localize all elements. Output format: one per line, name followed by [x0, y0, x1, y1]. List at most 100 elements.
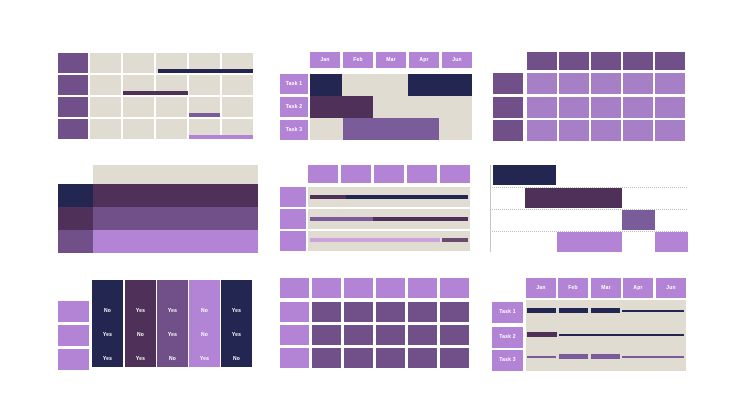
- progress-segment: [373, 217, 468, 221]
- grid-cell: [591, 97, 621, 118]
- grid-cell: [440, 325, 469, 345]
- gantt-bar: [343, 118, 439, 140]
- gantt-bar: [158, 69, 253, 73]
- progress-segment: [310, 217, 373, 221]
- grid-cell: [123, 97, 154, 117]
- matrix-column: [189, 280, 220, 367]
- gantt-line: [622, 310, 684, 312]
- month-cell: Jun: [442, 52, 472, 68]
- grid-cell: [344, 325, 373, 345]
- gantt-lines-thumbnail[interactable]: Jan Feb Mar Apr Jun Task 1 Task 2 Task 3: [490, 278, 688, 371]
- column-header-cell: [440, 165, 470, 183]
- matrix-column: [221, 280, 252, 367]
- simple-table-thumbnail[interactable]: [280, 278, 470, 368]
- column-header-cell: [312, 278, 341, 298]
- grid-cell: [376, 325, 405, 345]
- band: [93, 207, 258, 230]
- matrix-value: Yes: [199, 356, 210, 362]
- grid-cell: [655, 73, 685, 94]
- grid-cell: [156, 119, 187, 139]
- matrix-column: [125, 280, 156, 367]
- task-cell: Task 2: [492, 327, 523, 348]
- band: [93, 230, 258, 253]
- matrix-value: Yes: [135, 308, 146, 314]
- row-header-cell: [58, 97, 88, 117]
- row-header-cell: [58, 349, 89, 370]
- matrix-value: Yes: [135, 356, 146, 362]
- matrix-value: No: [168, 356, 177, 362]
- grid-cell: [222, 119, 253, 139]
- matrix-value: Yes: [231, 332, 242, 338]
- gantt-line: [559, 334, 684, 336]
- grid-cell: [559, 97, 589, 118]
- row-header-cell: [493, 97, 523, 118]
- gantt-line: [527, 356, 556, 358]
- gantt-bar: [527, 332, 557, 337]
- grid-cell: [156, 53, 187, 73]
- month-cell: Mar: [591, 278, 621, 298]
- grid-cell: [408, 325, 437, 345]
- month-cell: Jan: [310, 52, 340, 68]
- grid-cell: [527, 97, 557, 118]
- band: [93, 184, 258, 207]
- grid-cell: [90, 75, 121, 95]
- month-cell: Feb: [343, 52, 373, 68]
- row-header-cell: [280, 187, 306, 207]
- progress-segment: [310, 238, 440, 242]
- band-head: [58, 207, 93, 230]
- matrix-value: Yes: [167, 308, 178, 314]
- grid-cell: [623, 97, 653, 118]
- gantt-bar: [189, 135, 253, 139]
- grid-cell: [623, 120, 653, 141]
- matrix-column: [92, 280, 123, 367]
- yes-no-matrix-thumbnail[interactable]: No Yes Yes Yes No Yes Yes Yes No No No Yes Yes Yes No: [58, 280, 258, 370]
- gantt-bar: [622, 210, 655, 230]
- matrix-value: No: [136, 332, 145, 338]
- gantt-bar: [310, 74, 342, 96]
- table-header-thumbnail[interactable]: [490, 52, 688, 141]
- grid-cell: [655, 120, 685, 141]
- grid-dotted-line: [492, 231, 687, 232]
- matrix-value: No: [103, 308, 112, 314]
- grid-cell: [408, 348, 437, 368]
- grid-cell: [123, 75, 154, 95]
- gantt-bar: [557, 232, 622, 252]
- column-header-cell: [408, 278, 437, 298]
- grid-cell: [591, 73, 621, 94]
- row-header-cell: [58, 301, 89, 322]
- column-header-cell: [559, 52, 589, 70]
- layered-bands-thumbnail[interactable]: [58, 165, 258, 253]
- column-header-cell: [440, 278, 469, 298]
- row-header-cell: [280, 209, 306, 229]
- grid-cell: [189, 53, 220, 73]
- grid-cell: [222, 75, 253, 95]
- gantt-grid-thumbnail[interactable]: [58, 53, 258, 140]
- grid-cell: [559, 120, 589, 141]
- task-cell: Task 3: [280, 120, 308, 140]
- matrix-value: Yes: [167, 332, 178, 338]
- progress-segment: [346, 195, 468, 199]
- grid-cell: [408, 302, 437, 322]
- row-header-cell: [493, 73, 523, 94]
- grid-cell: [559, 73, 589, 94]
- grid-cell: [655, 97, 685, 118]
- grid-cell: [344, 348, 373, 368]
- grid-cell: [312, 348, 341, 368]
- column-header-cell: [376, 278, 405, 298]
- grid-cell: [440, 348, 469, 368]
- gantt-months-thumbnail[interactable]: Jan Feb Mar Apr Jun Task 1 Task 2 Task 3: [280, 52, 472, 140]
- task-cell: Task 1: [280, 74, 308, 94]
- row-header-cell: [58, 119, 88, 139]
- band-head: [58, 230, 93, 253]
- gantt-bar: [527, 308, 556, 313]
- row-header-cell: [280, 348, 309, 368]
- grid-cell: [90, 53, 121, 73]
- grid-cell: [189, 97, 220, 117]
- gantt-bar: [591, 308, 620, 313]
- progress-rows-thumbnail[interactable]: [280, 165, 470, 252]
- month-cell: Apr: [623, 278, 653, 298]
- grid-cell: [123, 119, 154, 139]
- row-header-cell: [280, 325, 309, 345]
- month-cell: Jun: [656, 278, 686, 298]
- waterfall-thumbnail[interactable]: [490, 165, 688, 252]
